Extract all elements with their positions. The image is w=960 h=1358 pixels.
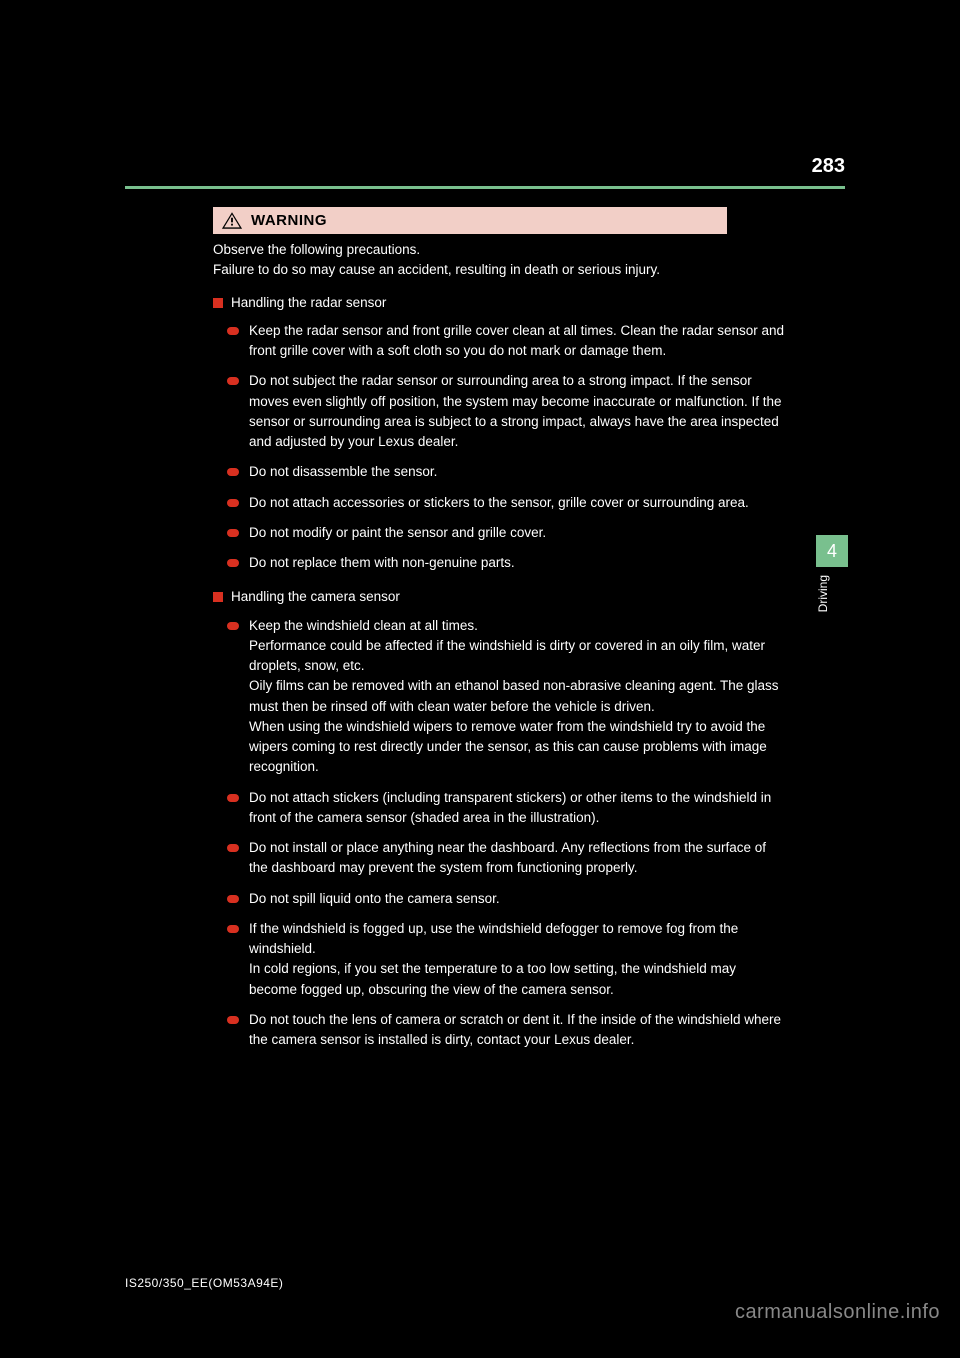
chapter-number: 4 bbox=[827, 541, 837, 562]
section-heading-0: Handling the radar sensor bbox=[213, 293, 787, 313]
chapter-tab: 4 bbox=[816, 535, 848, 567]
chapter-label: Driving bbox=[816, 575, 848, 612]
page-header: 4-5. Using the driving support systems 2… bbox=[125, 155, 845, 178]
section-block-1: Handling the camera sensor Keep the wind… bbox=[213, 587, 787, 1050]
bullet-text: Do not install or place anything near th… bbox=[249, 838, 787, 879]
bullet-item: Do not disassemble the sensor. bbox=[227, 462, 787, 482]
bullet-icon bbox=[227, 529, 239, 537]
footer-doc-id: IS250/350_EE(OM53A94E) bbox=[125, 1276, 283, 1290]
footer-watermark: carmanualsonline.info bbox=[735, 1301, 940, 1324]
warning-intro: Observe the following precautions. Failu… bbox=[213, 240, 787, 281]
page-number: 283 bbox=[812, 155, 845, 178]
bullet-item: If the windshield is fogged up, use the … bbox=[227, 919, 787, 1000]
warning-header: WARNING bbox=[213, 207, 727, 234]
bullet-text: If the windshield is fogged up, use the … bbox=[249, 919, 787, 1000]
bullet-text: Do not attach accessories or stickers to… bbox=[249, 493, 787, 513]
bullet-item: Do not attach accessories or stickers to… bbox=[227, 493, 787, 513]
warning-box: WARNING bbox=[213, 207, 727, 234]
bullet-icon bbox=[227, 844, 239, 852]
header-divider bbox=[125, 186, 845, 189]
bullet-text: Do not subject the radar sensor or surro… bbox=[249, 371, 787, 452]
section-title-0: Handling the radar sensor bbox=[231, 293, 386, 313]
bullet-item: Keep the radar sensor and front grille c… bbox=[227, 321, 787, 362]
bullet-item: Do not subject the radar sensor or surro… bbox=[227, 371, 787, 452]
section-title-1: Handling the camera sensor bbox=[231, 587, 400, 607]
bullet-item: Do not spill liquid onto the camera sens… bbox=[227, 889, 787, 909]
bullet-icon bbox=[227, 468, 239, 476]
bullet-item: Do not install or place anything near th… bbox=[227, 838, 787, 879]
bullet-text: Do not touch the lens of camera or scrat… bbox=[249, 1010, 787, 1051]
bullet-icon bbox=[227, 794, 239, 802]
warning-icon bbox=[221, 211, 243, 230]
square-marker-icon bbox=[213, 298, 223, 308]
bullet-item: Do not replace them with non-genuine par… bbox=[227, 553, 787, 573]
bullet-icon bbox=[227, 895, 239, 903]
section-label: 4-5. Using the driving support systems bbox=[125, 159, 397, 177]
section-heading-1: Handling the camera sensor bbox=[213, 587, 787, 607]
bullet-text: Do not modify or paint the sensor and gr… bbox=[249, 523, 787, 543]
section-block-0: Handling the radar sensor Keep the radar… bbox=[213, 293, 787, 574]
bullet-item: Do not modify or paint the sensor and gr… bbox=[227, 523, 787, 543]
square-marker-icon bbox=[213, 592, 223, 602]
bullet-item: Do not touch the lens of camera or scrat… bbox=[227, 1010, 787, 1051]
bullet-text: Do not attach stickers (including transp… bbox=[249, 788, 787, 829]
bullet-item: Do not attach stickers (including transp… bbox=[227, 788, 787, 829]
bullet-icon bbox=[227, 622, 239, 630]
bullet-text: Keep the radar sensor and front grille c… bbox=[249, 321, 787, 362]
bullet-text: Do not spill liquid onto the camera sens… bbox=[249, 889, 787, 909]
bullet-text: Do not replace them with non-genuine par… bbox=[249, 553, 787, 573]
bullet-icon bbox=[227, 559, 239, 567]
bullet-icon bbox=[227, 499, 239, 507]
bullet-icon bbox=[227, 377, 239, 385]
bullet-icon bbox=[227, 1016, 239, 1024]
bullet-text: Do not disassemble the sensor. bbox=[249, 462, 787, 482]
bullet-icon bbox=[227, 925, 239, 933]
warning-label: WARNING bbox=[251, 212, 327, 229]
bullet-icon bbox=[227, 327, 239, 335]
bullet-item: Keep the windshield clean at all times. … bbox=[227, 616, 787, 778]
bullet-text: Keep the windshield clean at all times. … bbox=[249, 616, 787, 778]
content-area: Observe the following precautions. Failu… bbox=[213, 240, 787, 1050]
